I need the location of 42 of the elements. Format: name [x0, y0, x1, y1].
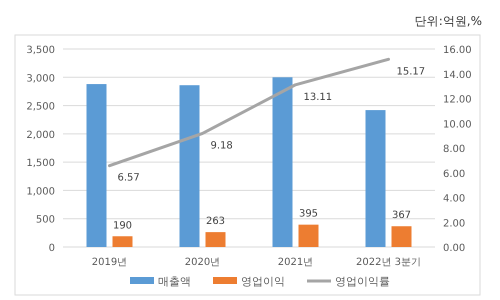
data-label: 367: [392, 210, 412, 222]
y-tick-label: 3,000: [26, 73, 55, 84]
y2-tick-label: 2.00: [443, 218, 466, 230]
data-label: 9.18: [210, 140, 233, 152]
data-label: 263: [206, 216, 226, 228]
bar: [392, 226, 412, 247]
x-tick-label: 2019년: [92, 257, 128, 268]
line-series: [108, 58, 390, 168]
y-tick-label: 1,000: [26, 186, 55, 198]
legend-label: 영업이익률: [335, 275, 390, 288]
legend-label: 매출액: [158, 275, 191, 288]
data-label: 395: [298, 208, 318, 220]
y2-tick-label: 10.00: [443, 119, 472, 130]
data-label: 190: [112, 220, 132, 232]
bar: [86, 84, 106, 247]
y-tick-label: 3,500: [26, 45, 55, 56]
legend-label: 영업이익: [241, 275, 285, 288]
y2-tick-label: 14.00: [443, 70, 472, 81]
text: 단위:억원,%: [414, 14, 482, 28]
data-label: 6.57: [118, 172, 140, 184]
bar: [206, 232, 226, 247]
y2-tick-label: 8.00: [443, 144, 466, 155]
bar: [298, 224, 318, 247]
bar: [112, 236, 132, 247]
bar: [272, 77, 292, 247]
data-label: 15.17: [396, 66, 426, 78]
data-label: 13.11: [304, 92, 332, 103]
y2-tick-label: 4.00: [443, 194, 466, 204]
y-tick-label: 2,500: [26, 102, 55, 113]
bar: [180, 85, 200, 247]
y2-tick-label: 16.00: [443, 45, 472, 56]
y2-tick-label: 6.00: [443, 168, 466, 180]
x-tick-label: 2022년 3분기: [356, 257, 421, 268]
y2-tick-label: 0.00: [443, 243, 466, 254]
y2-tick-label: 12.00: [443, 94, 472, 106]
bar: [366, 110, 386, 247]
y-tick-label: 0: [48, 243, 55, 254]
y-tick-label: 2,000: [26, 130, 55, 141]
y-tick-label: 500: [36, 214, 55, 226]
x-tick-label: 2020년: [184, 257, 220, 268]
x-tick-label: 2021년: [278, 257, 314, 268]
y-tick-label: 1,500: [26, 158, 55, 170]
